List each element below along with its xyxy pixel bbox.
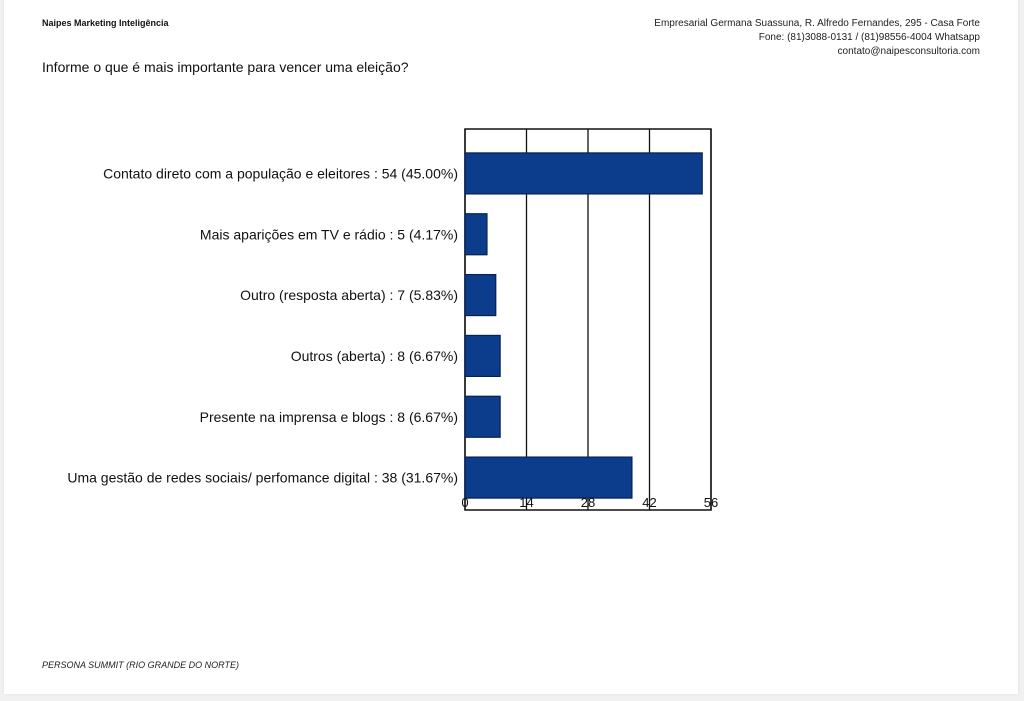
bar-chart: Contato direto com a população e eleitor… — [67, 128, 718, 511]
x-tick-label-0: 0 — [461, 495, 468, 510]
x-tick-label-3: 42 — [642, 495, 656, 510]
category-label-0: Contato direto com a população e eleitor… — [103, 165, 458, 181]
contact-block: Empresarial Germana Suassuna, R. Alfredo… — [654, 17, 980, 59]
plot-frame — [464, 128, 712, 511]
bar-5 — [464, 456, 633, 499]
footer-source: PERSONA SUMMIT (RIO GRANDE DO NORTE) — [42, 660, 240, 670]
bar-4 — [464, 395, 501, 438]
report-page: Naipes Marketing Inteligência Empresaria… — [4, 0, 1018, 694]
contact-address: Empresarial Germana Suassuna, R. Alfredo… — [654, 18, 980, 29]
bar-1 — [464, 213, 488, 256]
bar-0 — [464, 152, 703, 195]
bar-3 — [464, 334, 501, 378]
survey-question: Informe o que é mais importante para ven… — [42, 59, 409, 75]
category-label-3: Outros (aberta) : 8 (6.67%) — [291, 348, 458, 364]
category-label-4: Presente na imprensa e blogs : 8 (6.67%) — [200, 409, 458, 425]
category-label-2: Outro (resposta aberta) : 7 (5.83%) — [240, 287, 458, 303]
contact-phone: Fone: (81)3088-0131 / (81)98556-4004 Wha… — [758, 32, 980, 43]
bar-2 — [464, 273, 497, 317]
category-label-1: Mais aparições em TV e rádio : 5 (4.17%) — [200, 226, 458, 242]
x-tick-label-2: 28 — [581, 495, 595, 510]
category-label-5: Uma gestão de redes sociais/ perfomance … — [67, 470, 458, 486]
brand-name: Naipes Marketing Inteligência — [42, 18, 169, 28]
contact-email: contato@naipesconsultoria.com — [837, 46, 980, 57]
x-tick-label-1: 14 — [519, 495, 533, 510]
x-tick-label-4: 56 — [704, 495, 718, 510]
